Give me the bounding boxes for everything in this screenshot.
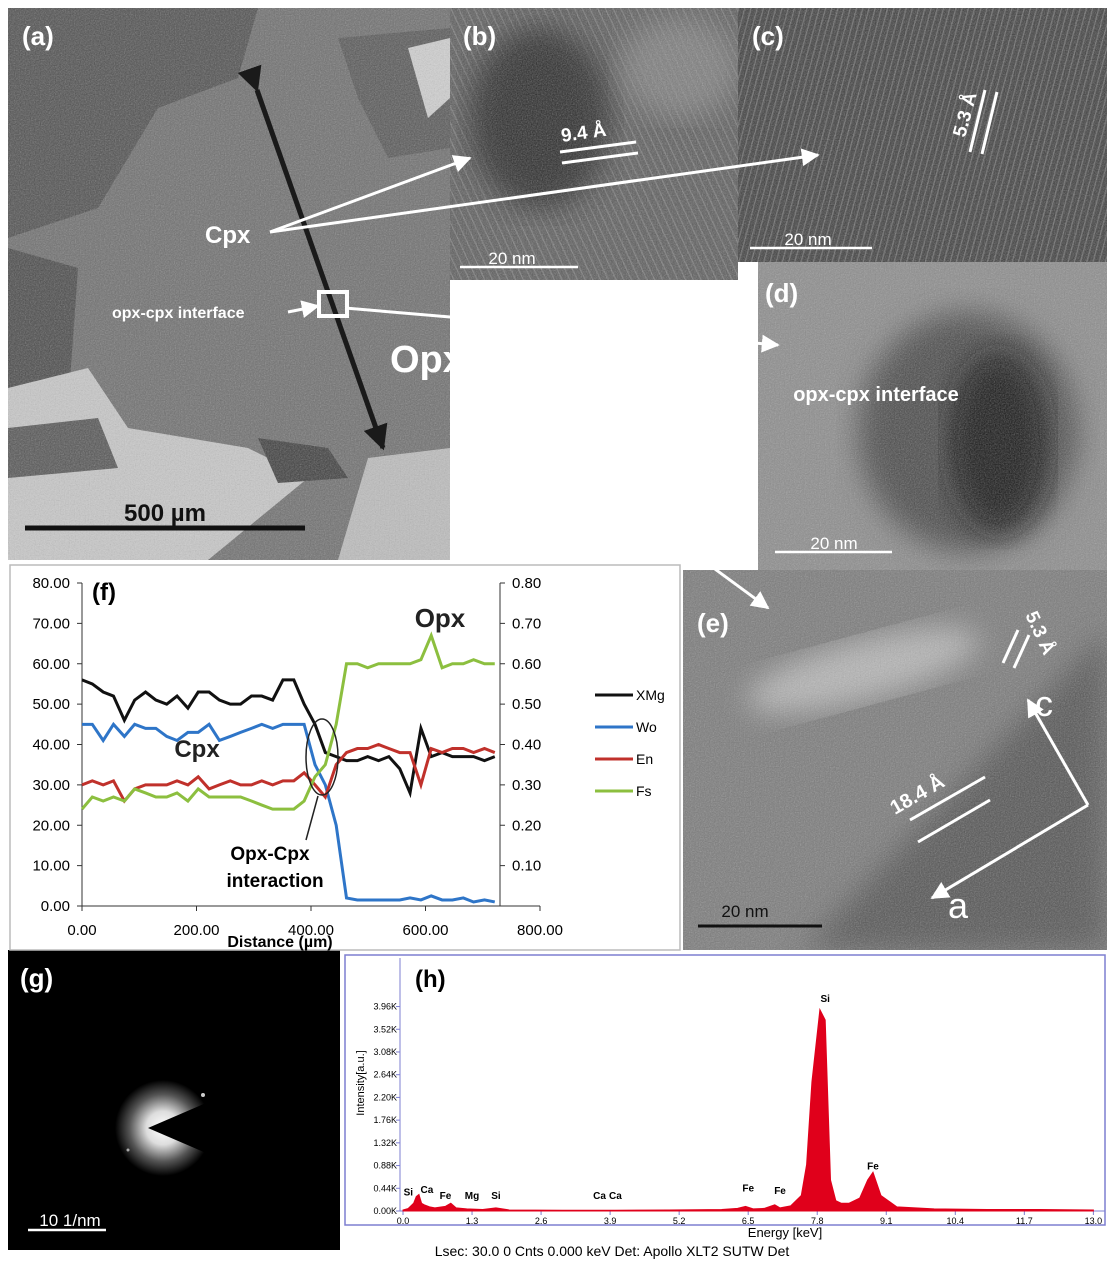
y-tick-label: 30.00 [32, 777, 70, 794]
y-tick-label: 80.00 [32, 575, 70, 592]
y-tick-label: 0.00 [41, 898, 70, 915]
x-tick-label: 3.9 [604, 1216, 617, 1226]
panel-label: (h) [415, 966, 446, 993]
y2-tick-label: 0.40 [512, 737, 541, 754]
texture [738, 8, 1107, 262]
y-axis-title: Intensity[a.u.] [355, 1050, 367, 1115]
x-tick-label: 13.0 [1085, 1216, 1103, 1226]
x-tick-label: 800.00 [517, 922, 563, 939]
panel-label: (a) [22, 21, 54, 51]
panel-g [8, 950, 340, 1250]
peak-label: Fe [774, 1186, 786, 1197]
scale-label: 20 nm [784, 230, 831, 249]
y-tick-label: 3.96K [373, 1002, 397, 1012]
interface-label: opx-cpx interface [793, 384, 959, 406]
peak-label: Mg [465, 1191, 479, 1202]
y-tick-label: 70.00 [32, 615, 70, 632]
y2-tick-label: 0.60 [512, 656, 541, 673]
scale-label: 20 nm [721, 902, 768, 921]
y-tick-label: 1.76K [373, 1115, 397, 1125]
peak-label: Si [404, 1188, 414, 1199]
y2-tick-label: 0.70 [512, 615, 541, 632]
panel-c [738, 8, 1107, 262]
legend-label: Fs [636, 783, 652, 799]
panel-d [758, 262, 1107, 570]
y-tick-label: 0.00K [373, 1206, 397, 1216]
peak-label: Ca [593, 1191, 606, 1202]
x-axis-title: Energy [keV] [748, 1225, 822, 1240]
figure: (a) Cpx opx-cpx interface Opx 500 µm (b)… [0, 0, 1107, 1262]
peak-label: Fe [867, 1162, 879, 1173]
y-tick-label: 0.44K [373, 1183, 397, 1193]
x-tick-label: 0.0 [397, 1216, 410, 1226]
legend-label: En [636, 751, 653, 767]
x-tick-label: 10.4 [947, 1216, 965, 1226]
annotation: Opx-Cpx [230, 844, 310, 865]
panel-label: (d) [765, 278, 798, 308]
annotation: interaction [226, 871, 323, 892]
y-tick-label: 2.64K [373, 1070, 397, 1080]
peak-label: Ca [609, 1191, 622, 1202]
x-tick-label: 9.1 [880, 1216, 893, 1226]
y-tick-label: 40.00 [32, 737, 70, 754]
scale-label: 500 µm [124, 500, 206, 527]
y-tick-label: 3.52K [373, 1024, 397, 1034]
x-tick-label: 200.00 [174, 922, 220, 939]
spot [127, 1149, 130, 1152]
y-tick-label: 10.00 [32, 858, 70, 875]
x-axis-title: Distance (µm) [227, 934, 332, 951]
spot [201, 1093, 205, 1097]
y-tick-label: 20.00 [32, 817, 70, 834]
y2-tick-label: 0.80 [512, 575, 541, 592]
panel-label: (e) [697, 608, 729, 638]
panel-a [8, 8, 450, 560]
y-tick-label: 60.00 [32, 656, 70, 673]
interface-label: opx-cpx interface [112, 305, 245, 322]
x-tick-label: 11.7 [1016, 1216, 1033, 1226]
scale-label: 10 1/nm [39, 1211, 100, 1230]
annotation: Cpx [174, 736, 220, 763]
y-tick-label: 50.00 [32, 696, 70, 713]
peak-label: Si [820, 994, 830, 1005]
texture [758, 262, 1107, 570]
panel-label: (c) [752, 21, 784, 51]
y-tick-label: 0.88K [373, 1161, 397, 1171]
x-tick-label: 0.00 [67, 922, 96, 939]
chart-h-frame [345, 955, 1105, 1225]
texture [8, 8, 450, 560]
x-tick-label: 600.00 [403, 922, 449, 939]
phase-label: Opx [390, 339, 464, 381]
y-tick-label: 2.20K [373, 1092, 397, 1102]
x-tick-label: 2.6 [535, 1216, 548, 1226]
panel-label: (g) [20, 963, 53, 993]
y-tick-label: 1.32K [373, 1138, 397, 1148]
y2-tick-label: 0.20 [512, 817, 541, 834]
legend-label: Wo [636, 719, 657, 735]
footer: Lsec: 30.0 0 Cnts 0.000 keV Det: Apollo … [435, 1243, 790, 1259]
y2-tick-label: 0.10 [512, 858, 541, 875]
peak-label: Si [491, 1191, 501, 1202]
phase-label: Cpx [205, 222, 251, 249]
scale-label: 20 nm [488, 249, 535, 268]
peak-label: Ca [420, 1185, 433, 1196]
y-tick-label: 3.08K [373, 1047, 397, 1057]
y2-tick-label: 0.50 [512, 696, 541, 713]
peak-label: Fe [440, 1191, 452, 1202]
axis-label: a [948, 885, 969, 926]
x-tick-label: 1.3 [466, 1216, 479, 1226]
x-tick-label: 5.2 [673, 1216, 686, 1226]
legend-label: XMg [636, 687, 665, 703]
panel-label: (f) [92, 579, 116, 606]
panel-label: (b) [463, 21, 496, 51]
scale-label: 20 nm [810, 534, 857, 553]
annotation: Opx [415, 603, 466, 633]
y2-tick-label: 0.30 [512, 777, 541, 794]
peak-label: Fe [742, 1183, 754, 1194]
